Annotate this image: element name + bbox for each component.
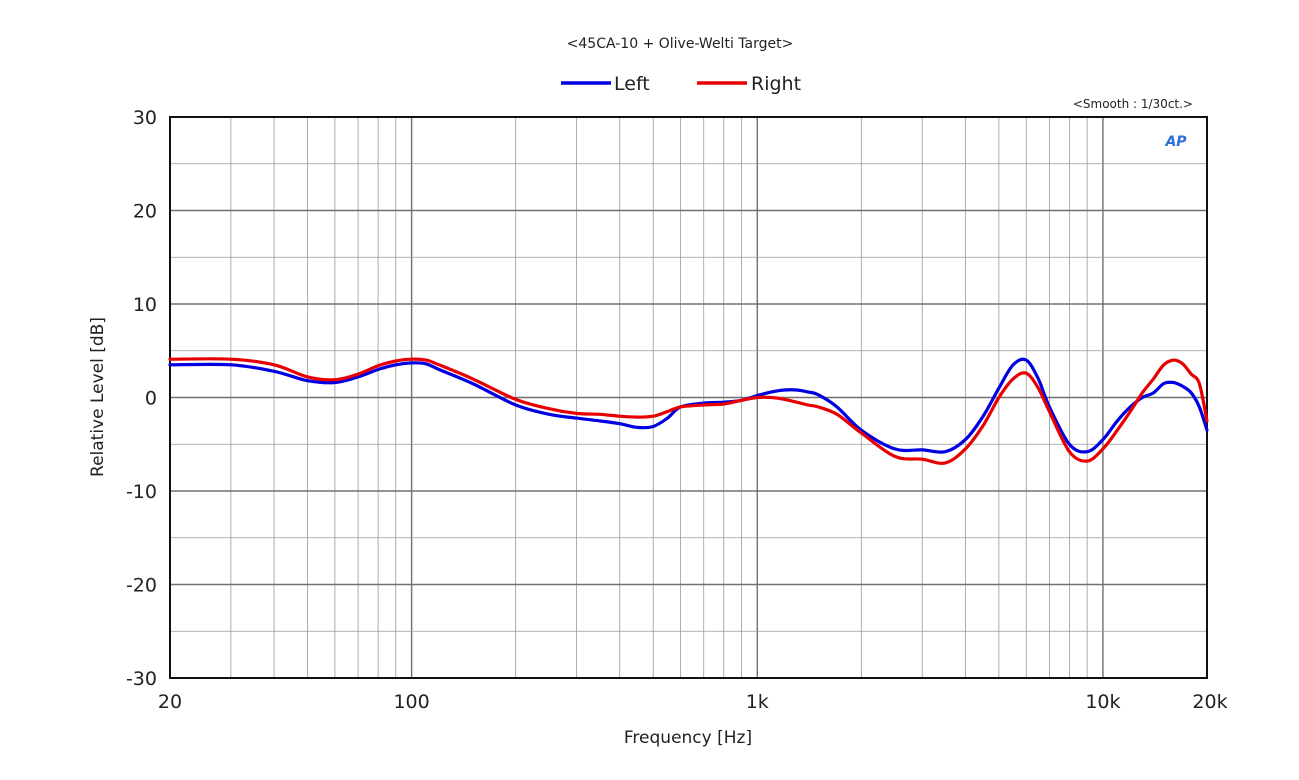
legend: Left Right: [561, 73, 801, 95]
y-tick-label: -30: [126, 668, 157, 690]
legend-left-label: Left: [614, 73, 650, 95]
plot-frame: [169, 116, 1208, 679]
x-tick-label: 100: [393, 691, 429, 713]
y-tick-label: -20: [126, 575, 157, 597]
y-axis-label: Relative Level [dB]: [88, 317, 108, 477]
series-line-right: [168, 357, 1209, 465]
y-tick-label: 20: [133, 201, 157, 223]
plot-grid: [170, 117, 1207, 678]
y-tick-label: 30: [133, 107, 157, 129]
x-tick-label: 20: [158, 691, 182, 713]
series-lines: [168, 357, 1209, 465]
y-tick-label: -10: [126, 481, 157, 503]
chart-title: <45CA-10 + Olive-Welti Target>: [567, 36, 794, 52]
x-tick-label: 10k: [1085, 691, 1120, 713]
series-line-left: [168, 357, 1209, 454]
y-tick-label: 10: [133, 294, 157, 316]
legend-right-label: Right: [751, 73, 801, 95]
x-tick-labels: 20 100 1k 10k 20k: [158, 691, 1228, 713]
smoothing-note: <Smooth : 1/30ct.>: [1073, 97, 1193, 111]
y-tick-labels: 30 20 10 0 -10 -20 -30: [126, 107, 157, 690]
x-tick-label: 1k: [746, 691, 769, 713]
y-tick-label: 0: [145, 388, 157, 410]
ap-logo: AP: [1164, 134, 1187, 150]
x-tick-label: 20k: [1192, 691, 1227, 713]
x-axis-label: Frequency [Hz]: [624, 728, 752, 748]
